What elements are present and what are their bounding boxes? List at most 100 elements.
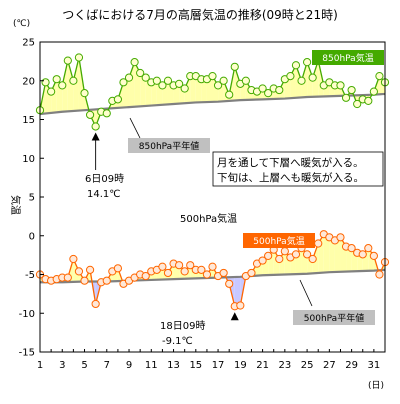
series-500-point-58 [359,251,366,258]
series-850-point-10 [92,123,99,130]
x-tick-label: 15 [189,360,202,371]
annotation-18th-line2: -9.1℃ [162,336,193,347]
series-850-point-34 [226,91,233,98]
series-500-point-31 [209,263,216,270]
series-500-point-23 [164,269,171,276]
y-tick-label: 5 [29,193,35,204]
series-850-point-9 [86,111,93,118]
series-500-point-5 [64,274,71,281]
x-tick-label: 7 [104,360,110,371]
y-tick-label: 15 [22,115,35,126]
series-500-point-7 [75,268,82,275]
series-500-point-41 [265,252,272,259]
series-500-point-14 [114,265,121,272]
x-tick-label: 25 [301,360,314,371]
y-axis-label: 気温 [9,195,22,215]
x-tick-label: 31 [368,360,381,371]
series-500-point-26 [181,268,188,275]
series-500-point-38 [248,269,255,276]
y-unit-label: (℃) [13,19,30,29]
series-850-point-35 [231,63,238,70]
y-tick-label: 25 [22,38,35,49]
series-850-point-33 [220,77,227,84]
x-tick-label: 23 [278,360,291,371]
series-850-point-1 [42,79,49,86]
series-500-point-22 [159,263,166,270]
x-tick-label: 3 [59,360,65,371]
series-500-point-10 [92,300,99,307]
label-850-normal-leader [130,118,140,138]
series-500-point-9 [86,266,93,273]
series-500-point-43 [276,255,283,262]
series-850-point-59 [365,97,372,104]
series-850-point-3 [53,76,60,83]
x-tick-label: 29 [345,360,358,371]
annotation-6th-line1: 6日09時 [85,173,124,185]
label-500-text: 500hPa気温 [253,235,304,247]
note-line-2: 下旬は、上層へも暖気が入る。 [217,171,364,184]
y-tick-label: 20 [22,76,35,87]
y-tick-label: -10 [19,309,35,320]
series-850-point-4 [59,82,66,89]
series-500-point-12 [103,277,110,284]
series-500-point-49 [309,255,316,262]
series-500-point-44 [281,248,288,255]
x-tick-label: 13 [167,360,180,371]
series-850-point-31 [209,73,216,80]
series-500-point-36 [237,302,244,309]
annotation-18th-arrowhead [231,312,239,320]
series-850-point-12 [103,110,110,117]
x-tick-label: 5 [81,360,87,371]
y-tick-label: -15 [19,348,35,359]
x-tick-label: 21 [256,360,269,371]
series-850-point-54 [337,82,344,89]
label-500-normal-text: 500hPa平年値 [304,312,364,324]
series-850-point-45 [287,73,294,80]
annotation-18th-line1: 18日09時 [160,320,205,332]
chart-title: つくばにおける7月の高層気温の推移(09時と21時) [62,7,338,22]
series-500-point-46 [292,251,299,258]
series-500-point-59 [365,245,372,252]
series-850-point-7 [75,54,82,61]
x-tick-label: 27 [323,360,336,371]
note-line-1: 月を通して下層へ暖気が入る。 [217,156,364,169]
x-tick-label: 17 [212,360,225,371]
series-850-point-16 [125,74,132,81]
series-850-point-6 [70,77,77,84]
series-850-point-26 [181,85,188,92]
x-tick-label: 19 [234,360,247,371]
series-500-point-60 [370,252,377,259]
label-500-normal-leader [300,280,312,306]
x-unit-label: (日) [368,380,384,391]
series-850-point-55 [342,94,349,101]
series-850-point-61 [376,73,383,80]
x-tick-label: 1 [37,360,43,371]
y-tick-label: -5 [25,270,35,281]
label-500-center: 500hPa気温 [180,212,237,225]
series-850-point-5 [64,57,71,64]
series-850-point-56 [348,86,355,93]
y-tick-label: 10 [22,154,35,165]
series-500-point-34 [226,280,233,287]
label-850-normal-text: 850hPa平年値 [139,140,199,152]
series-500-point-54 [337,234,344,241]
label-850-text: 850hPa気温 [322,52,373,64]
annotation-6th-line2: 14.1℃ [87,189,121,200]
series-850-point-17 [131,59,138,66]
fill-850-fill-seg-6-0 [68,61,74,112]
series-850-point-47 [298,77,305,84]
series-850-point-43 [276,86,283,93]
series-850-point-46 [292,62,299,69]
y-tick-label: 0 [29,231,35,242]
series-500-point-50 [315,240,322,247]
x-tick-label: 9 [126,360,132,371]
series-850-point-60 [370,88,377,95]
series-850-point-2 [48,88,55,95]
x-tick-label: 11 [145,360,158,371]
series-500-point-33 [220,269,227,276]
series-850-point-49 [309,74,316,81]
series-850-point-37 [242,77,249,84]
series-500-point-6 [70,255,77,262]
series-500-point-30 [203,271,210,278]
